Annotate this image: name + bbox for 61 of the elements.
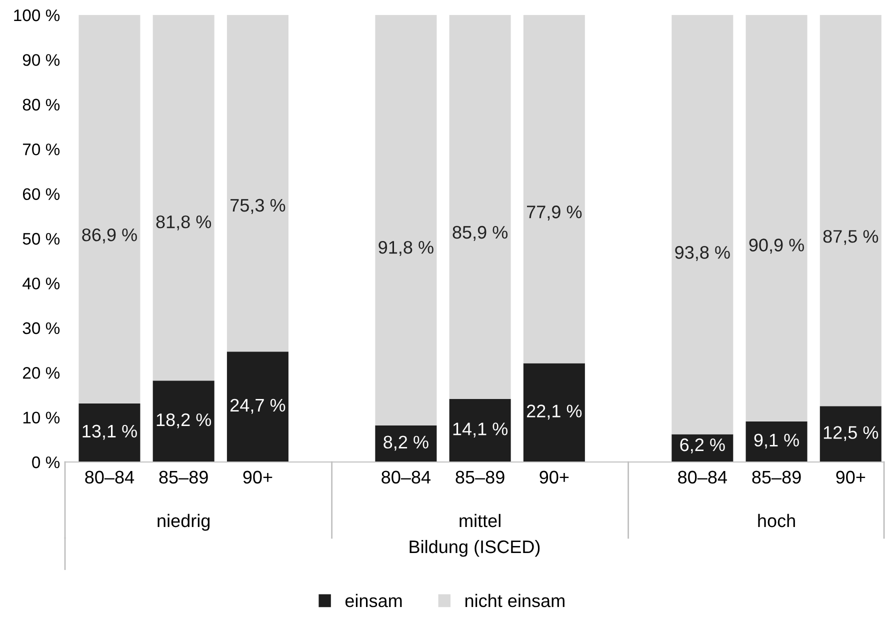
bar bbox=[746, 421, 808, 462]
y-tick-label: 30 % bbox=[22, 322, 60, 334]
bar bbox=[523, 15, 585, 364]
data-label: 14,1 % bbox=[453, 422, 508, 438]
y-tick-label: 50 % bbox=[22, 232, 60, 245]
bar bbox=[449, 398, 511, 462]
data-label: 22,1 % bbox=[526, 404, 582, 420]
x-tick-label: 80–84 bbox=[382, 470, 431, 484]
bar bbox=[449, 15, 511, 399]
y-tick-label: 20 % bbox=[22, 367, 60, 379]
x-tick-label: 80–84 bbox=[85, 470, 134, 484]
text: hoch bbox=[758, 514, 795, 528]
x-axis-title: Bildung (ISCED) bbox=[410, 540, 540, 557]
x-tick-label: 90+ bbox=[540, 470, 569, 484]
text: mittel bbox=[460, 514, 500, 528]
data-label: 9,1 % bbox=[754, 434, 799, 449]
data-label: 77,9 % bbox=[526, 206, 582, 220]
data-label: 18,2 % bbox=[156, 413, 212, 428]
y-tick-label: 40 % bbox=[22, 278, 60, 290]
y-tick-label: 100 % bbox=[14, 9, 60, 22]
bar bbox=[226, 352, 288, 462]
y-tick-label: 10 % bbox=[23, 412, 60, 424]
y-tick-label: 70 % bbox=[23, 144, 60, 156]
y-tick-label: 80 % bbox=[22, 98, 60, 111]
legend-label: nicht einsam bbox=[465, 594, 564, 608]
data-label: 81,8 % bbox=[156, 215, 212, 230]
data-label: 93,8 % bbox=[675, 246, 730, 261]
bar bbox=[375, 15, 437, 426]
bar bbox=[78, 15, 140, 404]
bar bbox=[746, 15, 808, 422]
bar bbox=[672, 15, 734, 434]
data-label: 87,5 % bbox=[823, 230, 878, 245]
bar bbox=[375, 425, 437, 462]
data-label: 91,8 % bbox=[378, 240, 434, 256]
data-label: 6,2 % bbox=[680, 438, 725, 454]
x-tick-label: 85–89 bbox=[159, 470, 208, 484]
x-tick-label: 90+ bbox=[836, 470, 866, 484]
bar bbox=[523, 363, 585, 462]
data-label: 13,1 % bbox=[82, 424, 137, 440]
data-label: 24,7 % bbox=[230, 398, 286, 414]
data-label: 8,2 % bbox=[384, 436, 428, 451]
bar bbox=[820, 15, 882, 406]
bar bbox=[820, 406, 882, 462]
bar bbox=[152, 380, 214, 462]
x-tick-label: 85–89 bbox=[752, 470, 801, 484]
data-label: 85,9 % bbox=[452, 226, 508, 241]
legend-label: einsam bbox=[345, 594, 402, 608]
x-tick-label: 90+ bbox=[243, 470, 272, 484]
bar bbox=[78, 403, 140, 462]
data-label: 86,9 % bbox=[82, 228, 137, 244]
data-label: 90,9 % bbox=[749, 238, 804, 254]
bar bbox=[152, 15, 214, 381]
x-tick-label: 80–84 bbox=[678, 470, 727, 484]
y-tick-label: 90 % bbox=[22, 54, 60, 66]
bar bbox=[226, 15, 288, 352]
data-label: 12,5 % bbox=[824, 426, 878, 442]
y-tick-label: 0 % bbox=[32, 456, 60, 468]
y-tick-label: 60 % bbox=[23, 188, 60, 200]
x-tick-label: 85–89 bbox=[456, 470, 504, 484]
text: niedrig bbox=[158, 514, 210, 531]
data-label: 75,3 % bbox=[230, 198, 286, 214]
